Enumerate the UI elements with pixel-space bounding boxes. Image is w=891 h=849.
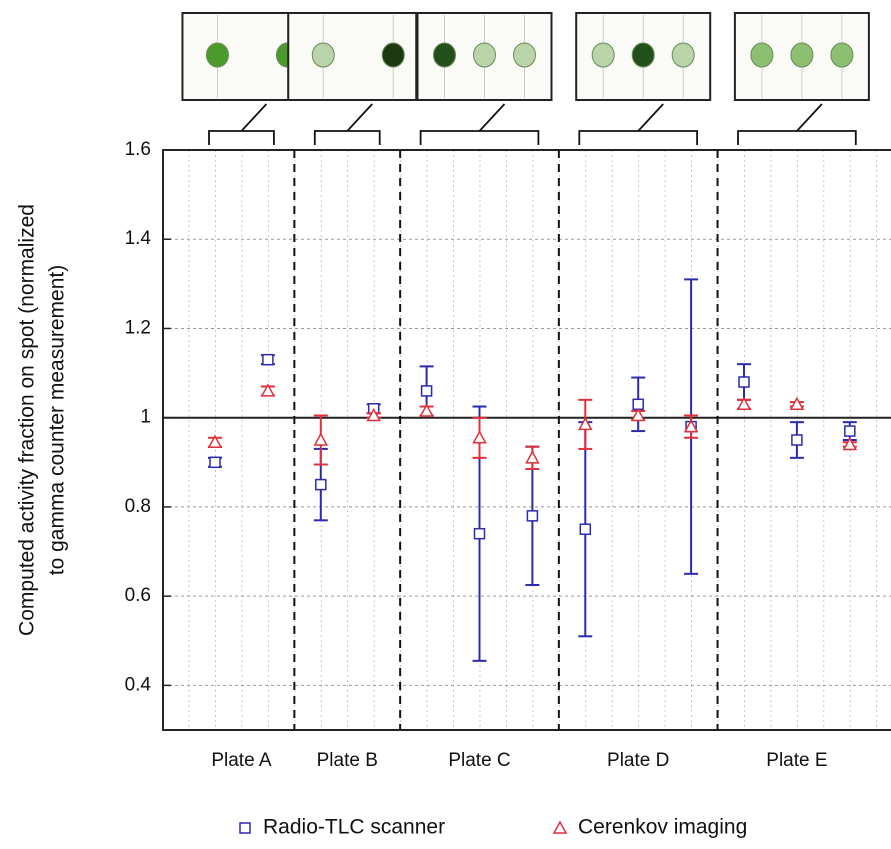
data-point [419, 403, 434, 417]
data-point [313, 432, 329, 446]
bracket [737, 130, 857, 145]
bracket [208, 130, 275, 145]
data-point [526, 510, 539, 522]
data-point [579, 523, 592, 535]
data-point [209, 456, 221, 469]
thumbnail-spot [381, 42, 405, 68]
bracket-arrow [240, 103, 268, 132]
data-point [578, 416, 593, 431]
data-point [842, 436, 858, 451]
bracket [578, 130, 698, 145]
thumbnail-spot [433, 42, 456, 68]
x-category-label: Plate D [607, 750, 669, 771]
y-tick-label: 1.4 [125, 228, 152, 249]
bracket-arrow [796, 103, 823, 132]
x-category-label: Plate A [211, 750, 272, 771]
data-point [738, 376, 750, 388]
data-point [473, 527, 486, 540]
thumbnail-spot [513, 42, 536, 68]
legend-marker [552, 820, 568, 834]
data-point [632, 398, 644, 411]
thumbnail-spot [591, 42, 615, 68]
plot-frame [162, 149, 891, 731]
data-point [472, 430, 487, 444]
legend-label: Radio-TLC scanner [263, 816, 445, 839]
bracket [419, 130, 540, 145]
data-point [525, 450, 540, 464]
y-axis-label: to gamma counter measurement) [46, 265, 69, 575]
x-category-label: Plate B [317, 750, 378, 771]
thumbnail-spot [631, 42, 655, 68]
thumbnail-spot [311, 42, 335, 68]
thumbnail-spot [205, 42, 229, 68]
legend-label: Cerenkov imaging [578, 816, 747, 839]
x-category-label: Plate C [448, 750, 510, 771]
data-point [315, 478, 327, 491]
data-point [789, 396, 805, 411]
y-tick-label: 1.2 [125, 317, 151, 338]
y-tick-label: 1.6 [125, 139, 151, 160]
y-tick-label: 1 [140, 407, 151, 428]
data-point [262, 353, 274, 366]
bracket-arrow [346, 103, 373, 132]
data-point [366, 407, 381, 422]
y-tick-label: 0.4 [125, 674, 152, 695]
data-point [260, 383, 276, 397]
data-point [736, 396, 752, 411]
bracket [313, 130, 381, 145]
thumbnail-spot [830, 42, 854, 68]
data-point [630, 407, 646, 422]
data-point [791, 434, 803, 446]
bracket-arrow [478, 103, 506, 132]
data-point [683, 419, 699, 433]
y-axis-label: Computed activity fraction on spot (norm… [16, 204, 39, 636]
legend-marker [239, 822, 251, 834]
thumbnail-spot [671, 42, 695, 68]
data-point [844, 425, 856, 437]
y-tick-label: 0.8 [125, 496, 151, 517]
thumbnail-spot [790, 42, 814, 68]
data-point [207, 434, 223, 448]
thumbnail-spot [750, 42, 774, 68]
data-point [420, 385, 433, 397]
thumbnail-spot [473, 42, 496, 68]
y-tick-label: 0.6 [125, 585, 151, 606]
x-category-label: Plate E [766, 750, 827, 771]
bracket-arrow [637, 103, 664, 132]
